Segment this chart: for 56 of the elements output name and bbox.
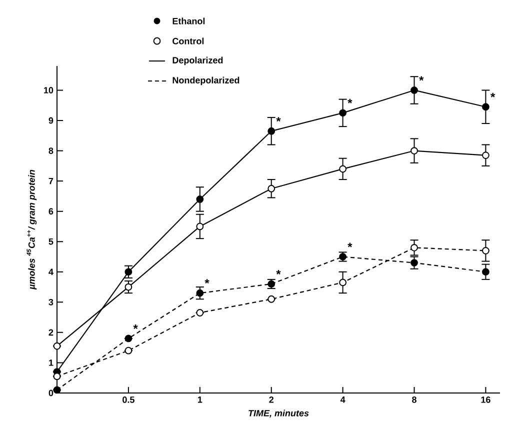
point — [124, 346, 132, 354]
point — [268, 184, 276, 192]
point — [410, 147, 418, 154]
x-tick-label: 2 — [269, 396, 274, 403]
y-tick-label: 6 — [48, 208, 54, 215]
y-tick-label: 8 — [48, 148, 54, 154]
annotation: * — [276, 270, 281, 274]
point — [410, 86, 418, 94]
point — [339, 278, 347, 286]
point — [53, 342, 61, 350]
annotation: * — [348, 98, 352, 104]
point — [339, 109, 347, 117]
y-tick-label: 4 — [48, 268, 54, 275]
x-tick-label: 1 — [198, 396, 202, 403]
text: Ethanol — [172, 18, 205, 24]
point — [482, 152, 490, 160]
annotation: * — [204, 279, 210, 284]
y-tick-label: 1 — [49, 360, 54, 366]
text: Control — [172, 38, 204, 44]
point — [410, 244, 418, 252]
x-tick-label: 4 — [340, 396, 346, 403]
annotation: * — [133, 324, 138, 329]
x-axis-title: TIME, minutes — [248, 410, 309, 418]
point — [482, 103, 490, 111]
point — [268, 295, 276, 303]
point — [196, 309, 204, 316]
point — [482, 268, 490, 276]
point — [196, 196, 204, 203]
x-tick-label: 16 — [481, 396, 490, 403]
annotation: * — [490, 92, 496, 98]
y-tick-label: 10 — [44, 87, 54, 94]
point — [196, 289, 204, 297]
x-tick-label: 8 — [412, 396, 416, 403]
x-tick-label: 0.5 — [122, 396, 134, 403]
y-tick-label: 5 — [48, 238, 54, 245]
point — [124, 268, 132, 276]
point — [482, 246, 490, 254]
annotation: * — [419, 76, 424, 81]
point — [268, 127, 276, 135]
point — [339, 165, 347, 173]
annotation: * — [348, 242, 352, 248]
point — [53, 386, 61, 394]
annotation: Nondepolarized — [172, 76, 240, 86]
text: Depolarized — [172, 56, 223, 66]
point — [196, 222, 204, 230]
y-tick-label: 7 — [48, 178, 54, 184]
y-axis-title: µmoles $^{45}$Ca$^{++}$/ gram protein — [26, 170, 37, 290]
point — [53, 372, 61, 380]
y-tick-label: 9 — [48, 117, 54, 124]
y-tick-label: 3 — [48, 298, 54, 306]
point — [124, 283, 132, 291]
annotation: * — [276, 117, 281, 122]
point — [124, 334, 132, 342]
point — [410, 259, 418, 266]
y-tick-label: 2 — [48, 329, 54, 336]
y-tick-label: 0 — [48, 390, 54, 396]
